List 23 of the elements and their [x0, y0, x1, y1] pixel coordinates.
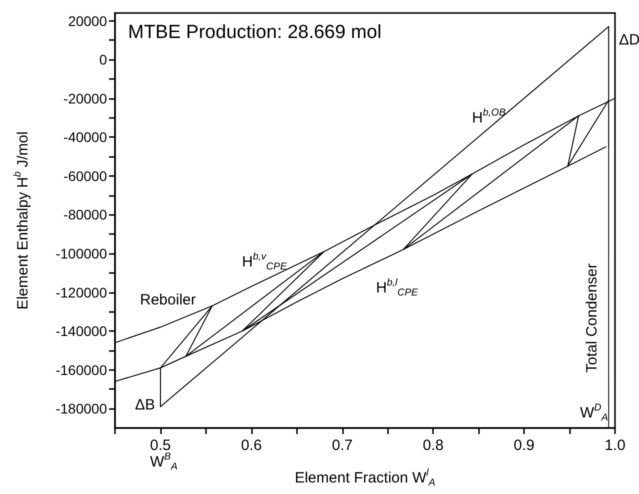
annotation: Reboiler: [140, 292, 196, 308]
x-tick-label: 0.6: [240, 437, 262, 454]
y-tick-label: -20000: [63, 90, 108, 106]
y-tick-label: -160000: [56, 362, 108, 378]
x-tick-label: 0.8: [422, 437, 444, 454]
text: ΔD: [619, 32, 639, 48]
y-tick-label: 20000: [68, 12, 108, 29]
y-tick-label: -80000: [63, 206, 108, 223]
y-tick-label: -100000: [56, 245, 108, 262]
y-tick-label: -60000: [63, 168, 108, 184]
y-axis-title: Element Enthalpy Hb J/mol: [12, 131, 32, 310]
annotation: Total Condenser: [584, 263, 600, 373]
y-tick-label: -140000: [56, 323, 108, 340]
y-tick-label: -120000: [56, 284, 108, 300]
x-tick-label: 0.7: [332, 437, 353, 454]
annotation: ΔB: [135, 396, 156, 414]
x-tick-label: 0.5: [150, 437, 171, 454]
y-tick-label: 0: [99, 52, 108, 68]
x-tick-label: 1.0: [604, 437, 626, 454]
y-tick-label: -180000: [56, 400, 108, 417]
y-tick-label: -40000: [63, 129, 108, 146]
x-tick-label: 0.9: [514, 437, 535, 454]
text: MTBE Production: 28.669 mol: [128, 22, 382, 43]
